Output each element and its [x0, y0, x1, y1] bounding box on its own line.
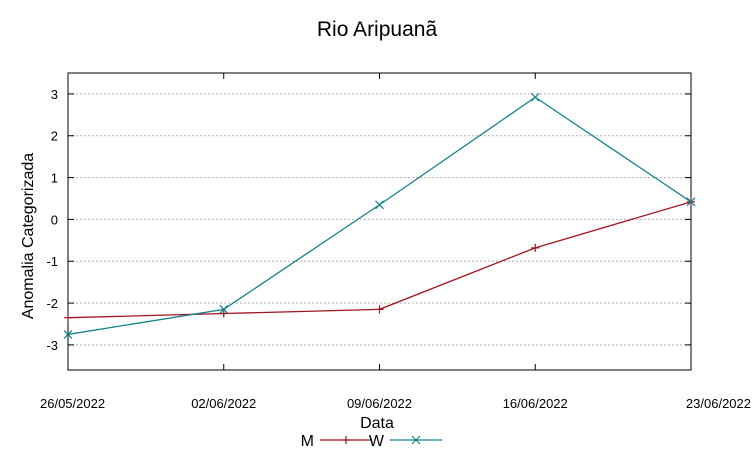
legend-marker: [411, 435, 421, 445]
data-point: [531, 243, 540, 252]
y-tick-label: 2: [51, 129, 58, 144]
chart-title: Rio Aripuanã: [317, 18, 438, 41]
x-tick-label: 09/06/2022: [347, 396, 412, 411]
legend-label: W: [369, 433, 385, 450]
x-tick-label: 23/06/2022: [686, 396, 751, 411]
y-tick-label: 0: [51, 212, 58, 227]
x-tick-label: 16/06/2022: [503, 396, 568, 411]
y-tick-label: -2: [46, 296, 58, 311]
x-tick-label: 02/06/2022: [191, 396, 256, 411]
x-axis-title: Data: [360, 415, 394, 432]
data-point: [530, 92, 540, 102]
data-point: [63, 330, 73, 339]
y-tick-label: -1: [46, 254, 58, 269]
series-line: [67, 96, 692, 336]
series-W: [63, 92, 696, 339]
data-point: [219, 309, 228, 318]
y-tick-label: 3: [51, 87, 58, 102]
data-point: [686, 197, 696, 207]
data-point: [375, 200, 384, 210]
series-layer: [63, 92, 696, 339]
data-point: [219, 304, 229, 314]
legend-marker: [342, 436, 350, 444]
x-tick-label: 26/05/2022: [40, 396, 105, 411]
y-axis-title: Anomalia Categorizada: [20, 153, 37, 319]
data-point: [375, 305, 384, 314]
axis-ticks: -3 -2 -1 0 1 2 3 26/05/2022 02/06/2022 09/06/2022…: [40, 73, 751, 411]
y-tick-label: -3: [46, 338, 58, 353]
data-point: [64, 313, 72, 322]
y-tick-label: 1: [51, 171, 58, 186]
plot-frame: [67, 72, 692, 371]
legend-label: M: [301, 433, 314, 450]
